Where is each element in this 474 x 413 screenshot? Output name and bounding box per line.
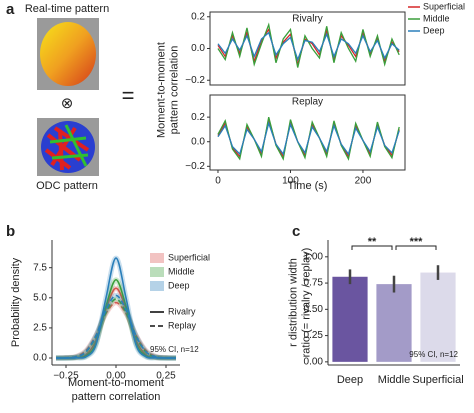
x-tick-label: −0.25 (53, 371, 79, 382)
y-tick-label: 0.50 (304, 304, 324, 315)
legend-label: Middle (168, 266, 195, 276)
panel-label: b (6, 223, 15, 240)
y-tick-label: 0.25 (304, 330, 324, 341)
y-tick-label: 0.2 (191, 11, 205, 22)
y-tick-label: 7.5 (33, 262, 47, 273)
y-axis-label: ratio (= rivalry / replay) (300, 248, 312, 358)
y-axis-label: Probability density (10, 257, 22, 347)
density-line (55, 257, 177, 359)
significance-label: ** (368, 236, 377, 248)
bar (376, 284, 412, 362)
plot-frame (209, 94, 406, 171)
significance-label: *** (410, 236, 424, 248)
y-axis-label: pattern correlation (168, 46, 180, 135)
panel-label: a (6, 1, 15, 18)
y-tick-label: −0.2 (185, 75, 205, 86)
y-tick-label: 0.0 (33, 353, 47, 364)
bar (332, 276, 368, 362)
y-tick-label: −0.2 (185, 161, 205, 172)
legend-label: Middle (423, 13, 450, 23)
series-line (217, 121, 400, 156)
significance-bracket (351, 245, 393, 250)
x-tick-label: Superficial (412, 374, 463, 386)
x-tick-label: Middle (378, 374, 410, 386)
y-axis-label: r distribution width (287, 258, 299, 347)
significance-bracket (395, 245, 437, 250)
series-line (217, 22, 400, 68)
legend-label: Replay (168, 320, 197, 330)
legend-swatch (150, 281, 164, 291)
x-tick-label: 0.25 (156, 371, 176, 382)
x-axis-label: Time (s) (288, 180, 328, 192)
x-axis-label: Moment-to-moment (68, 377, 164, 389)
legend-label: Superficial (423, 1, 465, 11)
y-tick-label: 0.75 (304, 278, 324, 289)
legend-label: Superficial (168, 252, 210, 262)
y-axis-label: Moment-to-moment (155, 42, 167, 138)
legend-swatch (150, 267, 164, 277)
panel-label: c (292, 223, 300, 240)
chart-title: Replay (292, 97, 323, 108)
symbol: = (122, 83, 135, 108)
density-line (55, 294, 177, 359)
x-axis-label: pattern correlation (72, 391, 161, 403)
legend-label: Rivalry (168, 306, 196, 316)
x-tick-label: 0.00 (106, 371, 126, 382)
x-tick-label: 100 (282, 176, 299, 187)
y-tick-label: 1.00 (304, 251, 324, 262)
y-tick-label: 0.0 (191, 136, 205, 147)
legend-label: Deep (168, 280, 190, 290)
x-tick-label: 200 (355, 176, 372, 187)
y-tick-label: 0.2 (191, 112, 205, 123)
symbol: ⊗ (61, 95, 74, 112)
chart-title: Rivalry (292, 14, 323, 25)
legend-label: Deep (423, 25, 445, 35)
x-tick-label: 0 (215, 176, 221, 187)
legend-swatch (150, 253, 164, 263)
odc-pattern (41, 121, 95, 173)
y-tick-label: 0.00 (304, 356, 324, 367)
brain-pattern (40, 22, 96, 86)
y-tick-label: 0.0 (191, 43, 205, 54)
image-caption: Real-time pattern (25, 3, 109, 15)
image-caption: ODC pattern (36, 180, 98, 192)
y-tick-label: 5.0 (33, 292, 47, 303)
y-tick-label: 2.5 (33, 323, 47, 334)
series-line (217, 31, 400, 62)
x-tick-label: Deep (337, 374, 363, 386)
annotation: 95% CI, n=12 (409, 350, 458, 359)
bar (420, 272, 456, 362)
annotation: 95% CI, n=12 (150, 345, 199, 354)
